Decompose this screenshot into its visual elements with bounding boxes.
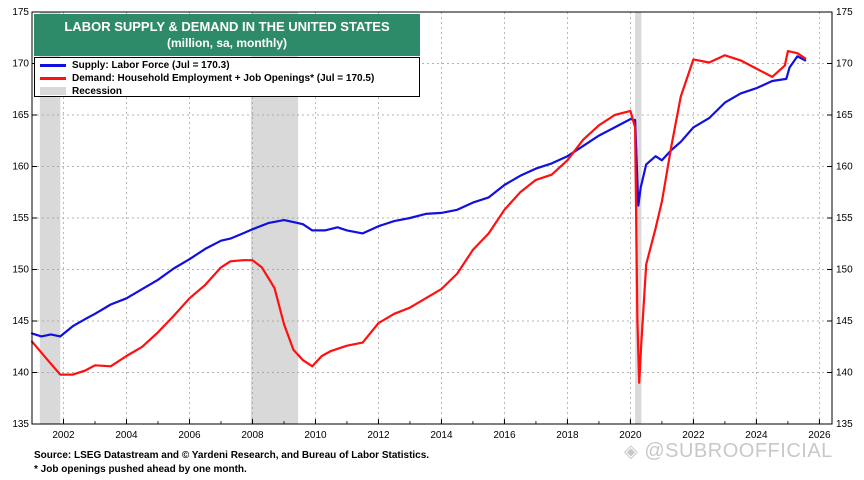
x-tick-label-2010: 2010 [304, 430, 327, 441]
x-tick-label-2012: 2012 [367, 430, 390, 441]
watermark: ◈ @SUBROOFFICIAL [624, 440, 833, 463]
y-tick-label-right-160: 160 [836, 162, 853, 173]
y-tick-label-left-150: 150 [12, 265, 29, 276]
y-tick-label-left-145: 145 [12, 316, 29, 327]
series-demand-line [30, 49, 807, 384]
series-lines [30, 49, 807, 384]
y-tick-label-right-145: 145 [836, 316, 853, 327]
y-tick-label-right-170: 170 [836, 59, 853, 70]
chart-subtitle: (million, sa, monthly) [166, 36, 287, 50]
y-tick-label-right-135: 135 [836, 419, 853, 430]
watermark-logo-icon: ◈ [624, 441, 639, 461]
recession-band-1 [39, 12, 61, 424]
y-tick-label-left-160: 160 [12, 162, 29, 173]
y-tick-label-right-155: 155 [836, 213, 853, 224]
footnote: * Job openings pushed ahead by one month… [34, 464, 247, 475]
x-tick-label-2014: 2014 [430, 430, 453, 441]
watermark-text: @SUBROOFFICIAL [644, 440, 833, 462]
x-tick-label-2002: 2002 [52, 430, 75, 441]
y-tick-label-left-155: 155 [12, 213, 29, 224]
x-tick-label-2022: 2022 [682, 430, 705, 441]
x-tick-label-2024: 2024 [745, 430, 768, 441]
x-tick-label-2026: 2026 [808, 430, 831, 441]
legend-swatch-demand [40, 76, 66, 80]
x-tick-label-2020: 2020 [619, 430, 642, 441]
legend-swatch-supply [40, 63, 66, 67]
source-note: Source: LSEG Datastream and © Yardeni Re… [34, 450, 430, 461]
legend-label-demand: Demand: Household Employment + Job Openi… [72, 72, 375, 84]
y-tick-label-right-175: 175 [836, 7, 853, 18]
x-tick-label-2004: 2004 [115, 430, 138, 441]
axes: 135 135 140 140 145 145 150 150 155 155 160 160 165 1… [12, 7, 853, 441]
y-tick-label-left-140: 140 [12, 368, 29, 379]
y-tick-label-left-165: 165 [12, 110, 29, 121]
y-tick-label-right-150: 150 [836, 265, 853, 276]
gridlines [32, 12, 832, 424]
x-tick-label-2008: 2008 [241, 430, 264, 441]
legend-label-supply: Supply: Labor Force (Jul = 170.3) [72, 59, 230, 71]
series-supply-line [30, 55, 807, 338]
y-tick-label-right-165: 165 [836, 110, 853, 121]
legend-item-recession: Recession [35, 85, 419, 97]
legend-label-recession: Recession [72, 85, 123, 97]
x-tick-label-2018: 2018 [556, 430, 579, 441]
chart-title-box: LABOR SUPPLY & DEMAND IN THE UNITED STAT… [34, 14, 420, 56]
y-tick-label-left-170: 170 [12, 59, 29, 70]
x-tick-label-2016: 2016 [493, 430, 516, 441]
legend-item-demand: Demand: Household Employment + Job Openi… [35, 72, 419, 84]
y-tick-label-left-175: 175 [12, 7, 29, 18]
legend-item-supply: Supply: Labor Force (Jul = 170.3) [35, 59, 419, 71]
y-tick-label-left-135: 135 [12, 419, 29, 430]
y-tick-label-right-140: 140 [836, 368, 853, 379]
chart-title: LABOR SUPPLY & DEMAND IN THE UNITED STAT… [64, 19, 390, 34]
x-tick-label-2006: 2006 [178, 430, 201, 441]
legend-swatch-recession [40, 87, 66, 95]
legend: Supply: Labor Force (Jul = 170.3) Demand… [34, 57, 420, 97]
